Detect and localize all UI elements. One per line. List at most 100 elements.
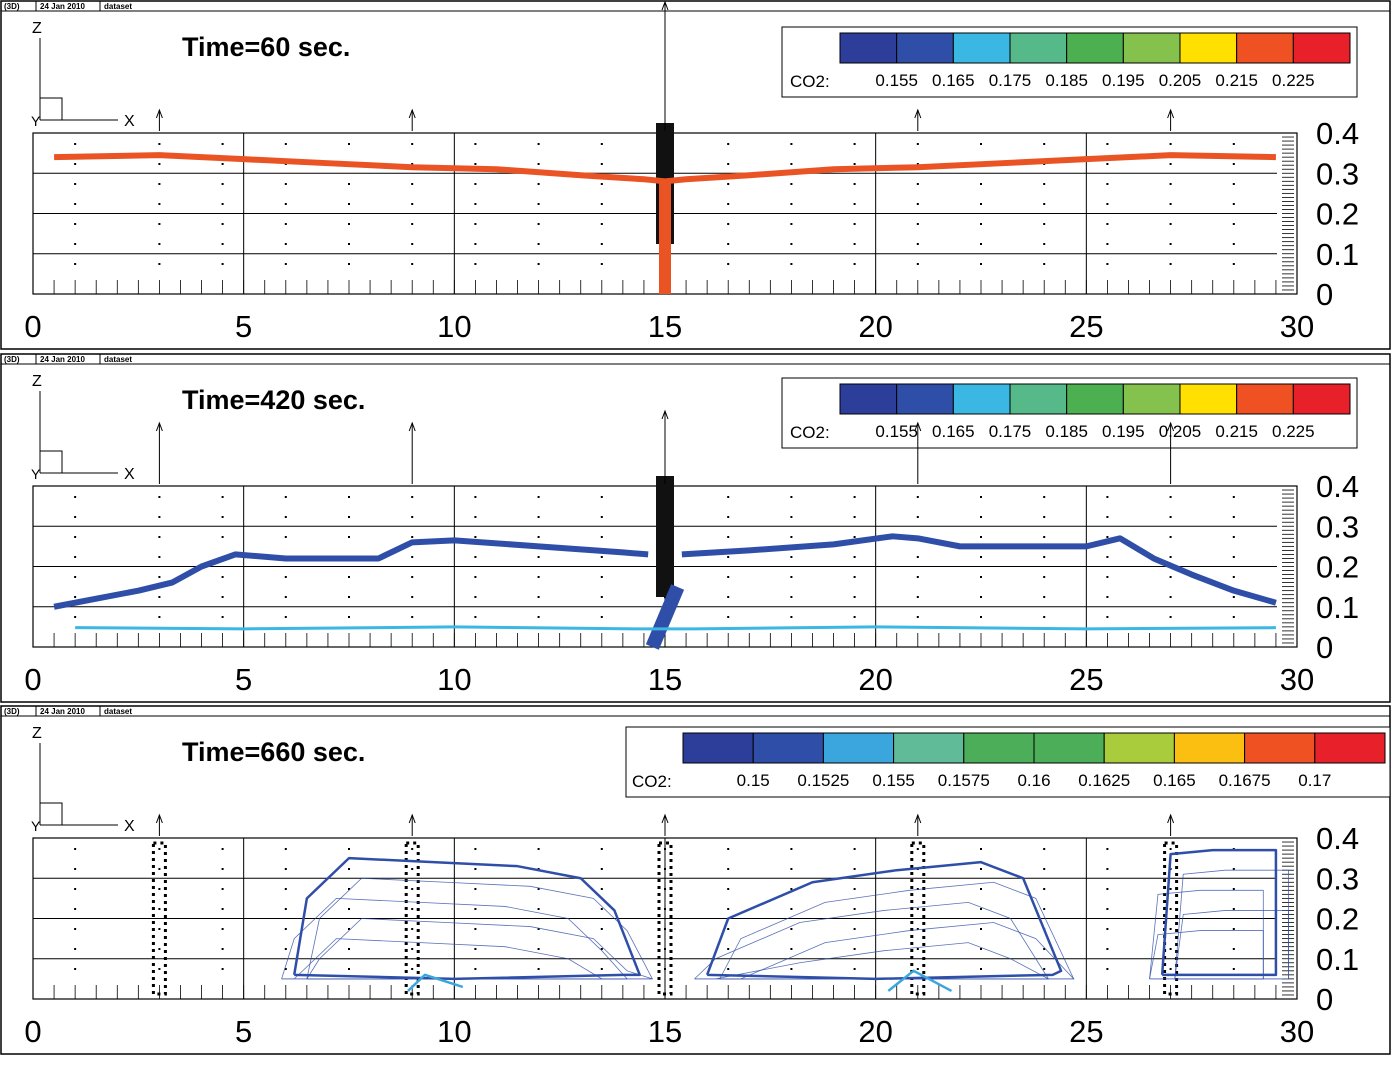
legend-swatch bbox=[682, 732, 754, 764]
vector-dot bbox=[1106, 616, 1109, 618]
x-tick-label: 10 bbox=[437, 1014, 471, 1049]
vector-dot bbox=[74, 616, 77, 618]
vector-dot bbox=[727, 243, 730, 245]
vector-dot bbox=[727, 888, 730, 890]
vector-dot bbox=[790, 968, 793, 970]
vector-dot bbox=[474, 576, 477, 578]
vector-dot bbox=[600, 223, 603, 225]
y-tick-label: 0 bbox=[1316, 982, 1333, 1017]
vector-dot bbox=[1232, 596, 1235, 598]
vector-dot bbox=[916, 596, 919, 598]
vector-arrowhead bbox=[155, 813, 163, 824]
vector-dot bbox=[1106, 516, 1109, 518]
header-strip-text: 24 Jan 2010 bbox=[40, 355, 85, 364]
vector-dot bbox=[221, 888, 224, 890]
vector-dot bbox=[1106, 908, 1109, 910]
legend-value: 0.155 bbox=[872, 771, 915, 790]
vector-dot bbox=[284, 928, 287, 930]
x-axis-label: X bbox=[124, 113, 135, 130]
vector-dot bbox=[348, 203, 350, 205]
vector-dot bbox=[1043, 263, 1046, 265]
vector-dot bbox=[158, 868, 161, 870]
vector-dot bbox=[537, 536, 540, 538]
vector-dot bbox=[1232, 576, 1235, 578]
x-tick-label: 0 bbox=[24, 309, 41, 344]
vector-dot bbox=[221, 143, 224, 145]
y-tick-label: 0.3 bbox=[1316, 156, 1359, 191]
vector-dot bbox=[474, 536, 477, 538]
vector-dot bbox=[790, 516, 793, 518]
x-tick-label: 10 bbox=[437, 309, 471, 344]
vector-dot bbox=[727, 556, 730, 558]
vector-dot bbox=[1169, 516, 1172, 518]
vector-dot bbox=[221, 243, 224, 245]
vector-dot bbox=[980, 183, 982, 185]
legend-swatch bbox=[1009, 383, 1068, 415]
vector-dot bbox=[474, 263, 477, 265]
y-tick-label: 0.4 bbox=[1316, 116, 1359, 151]
vector-dot bbox=[1232, 536, 1235, 538]
vector-dot bbox=[1169, 908, 1172, 910]
vector-dot bbox=[221, 928, 224, 930]
vector-dot bbox=[537, 616, 540, 618]
vector-dot bbox=[916, 948, 919, 950]
legend-value: 0.155 bbox=[875, 71, 918, 90]
legend-swatch bbox=[1292, 383, 1351, 415]
vector-dot bbox=[474, 616, 477, 618]
vector-dot bbox=[790, 556, 793, 558]
vector-dot bbox=[1106, 223, 1109, 225]
vector-dot bbox=[664, 908, 666, 910]
series-1 bbox=[53, 537, 649, 610]
vector-dot bbox=[600, 516, 603, 518]
y-axis-icon bbox=[40, 802, 63, 825]
x-tick-label: 20 bbox=[858, 1014, 892, 1049]
x-tick-label: 25 bbox=[1069, 662, 1103, 697]
legend-swatch bbox=[1244, 732, 1316, 764]
vector-dot bbox=[1106, 263, 1109, 265]
vector-dot bbox=[74, 908, 77, 910]
chart-panel-2: (3D) 24 Jan 2010 dataset Time=420 sec. Z X Y CO… bbox=[0, 353, 1391, 703]
vector-dot bbox=[853, 143, 856, 145]
vector-dot bbox=[74, 163, 77, 165]
vector-dot bbox=[916, 908, 919, 910]
legend-value: 0.165 bbox=[932, 71, 975, 90]
vector-dot bbox=[158, 556, 161, 558]
x-tick-label: 5 bbox=[235, 309, 252, 344]
vector-dot bbox=[221, 183, 224, 185]
vector-dot bbox=[790, 888, 793, 890]
series-3 bbox=[645, 584, 685, 650]
vector-dot bbox=[221, 948, 224, 950]
vector-dot bbox=[1169, 243, 1172, 245]
vector-dot bbox=[221, 848, 224, 850]
vector-dot bbox=[284, 536, 287, 538]
vector-dot bbox=[600, 556, 603, 558]
vector-dot bbox=[1106, 243, 1109, 245]
vector-dot bbox=[411, 263, 414, 265]
legend-value: 0.15 bbox=[737, 771, 770, 790]
vector-dot bbox=[790, 536, 793, 538]
y-axis-icon bbox=[40, 450, 63, 473]
legend-value: 0.1575 bbox=[938, 771, 990, 790]
vector-dot bbox=[853, 516, 856, 518]
vector-dot bbox=[348, 223, 350, 225]
vector-dot bbox=[411, 596, 414, 598]
mesh-line bbox=[281, 938, 628, 980]
vector-dot bbox=[284, 596, 287, 598]
vector-dot bbox=[348, 596, 350, 598]
vector-dot bbox=[158, 968, 161, 970]
vector-dot bbox=[411, 143, 414, 145]
vector-dot bbox=[600, 163, 603, 165]
vector-dot bbox=[158, 263, 161, 265]
vector-dot bbox=[284, 243, 287, 245]
vector-dot bbox=[348, 243, 350, 245]
vector-dot bbox=[853, 203, 856, 205]
mesh-line bbox=[694, 942, 1049, 980]
vector-arrowhead bbox=[155, 108, 163, 119]
vector-dot bbox=[853, 496, 856, 498]
vector-dot bbox=[727, 143, 730, 145]
vector-dot bbox=[980, 968, 982, 970]
vector-dot bbox=[411, 243, 414, 245]
vector-dot bbox=[727, 516, 730, 518]
vector-dot bbox=[221, 263, 224, 265]
vector-dot bbox=[537, 908, 540, 910]
